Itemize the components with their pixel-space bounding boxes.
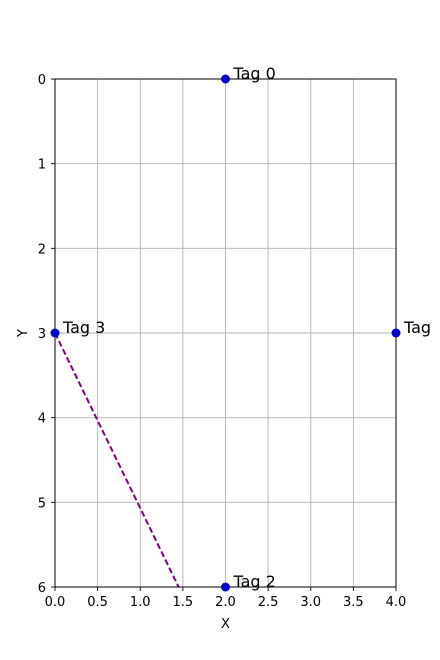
line-series (54, 332, 180, 588)
grid (54, 78, 397, 588)
x-tick-label: 1.5 (173, 595, 194, 610)
y-tick-label: 6 (38, 581, 46, 596)
y-tick-label: 5 (38, 496, 46, 511)
point-label: Tag 2 (233, 572, 276, 591)
x-tick-label: 2.0 (215, 595, 236, 610)
scatter-point (50, 328, 60, 338)
scatter-point (221, 582, 230, 592)
dashed-line (54, 332, 180, 588)
x-axis-title: X (221, 617, 230, 632)
x-tick-label: 0.0 (45, 595, 66, 610)
x-tick-label: 3.0 (300, 595, 321, 610)
x-tick-label: 1.0 (130, 595, 151, 610)
scatter-points (50, 74, 401, 592)
x-tick-label: 3.5 (343, 595, 364, 610)
x-axis-ticks: 0.0 0.5 1.0 1.5 2.0 2.5 3.0 3.5 4.0 (45, 587, 407, 610)
y-axis-title: Y (16, 329, 31, 338)
point-label: Tag 3 (62, 318, 105, 337)
x-tick-label: 4.0 (386, 595, 407, 610)
scatter-point (221, 74, 230, 84)
y-tick-label: 0 (38, 73, 46, 88)
x-tick-label: 0.5 (87, 595, 108, 610)
y-axis-ticks: 0 1 2 3 4 5 6 (38, 73, 55, 596)
y-tick-label: 1 (38, 158, 46, 173)
y-tick-label: 2 (38, 242, 46, 257)
point-label: Tag 0 (233, 64, 276, 83)
point-labels: Tag 0 Tag Tag 2 Tag 3 (62, 64, 431, 591)
point-label: Tag (403, 318, 431, 337)
x-tick-label: 2.5 (258, 595, 279, 610)
scatter-point (391, 328, 401, 338)
y-tick-label: 3 (38, 327, 46, 342)
y-tick-label: 4 (38, 412, 46, 427)
